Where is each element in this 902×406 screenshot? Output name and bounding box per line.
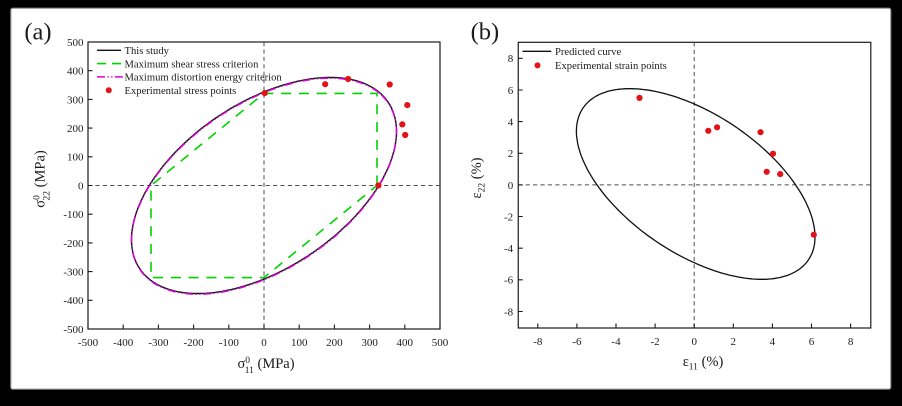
svg-text:(b): (b)	[471, 18, 500, 45]
svg-text:Predicted curve: Predicted curve	[555, 47, 621, 58]
svg-text:-6: -6	[504, 275, 514, 287]
svg-text:500: 500	[432, 337, 449, 349]
svg-text:0: 0	[261, 337, 267, 349]
svg-text:-8: -8	[533, 336, 543, 348]
svg-text:Maximum shear stress criterion: Maximum shear stress criterion	[125, 59, 260, 70]
svg-text:-400: -400	[113, 337, 134, 349]
svg-text:-4: -4	[611, 336, 621, 348]
svg-text:0: 0	[78, 180, 84, 192]
svg-text:6: 6	[508, 85, 514, 97]
svg-text:Maximum distortion energy crit: Maximum distortion energy criterion	[125, 73, 283, 84]
svg-text:-300: -300	[63, 267, 84, 279]
svg-text:4: 4	[508, 117, 514, 129]
svg-text:Experimental stress points: Experimental stress points	[125, 86, 237, 97]
svg-text:300: 300	[361, 337, 378, 349]
svg-text:100: 100	[67, 152, 84, 164]
svg-text:300: 300	[67, 94, 84, 106]
svg-text:400: 400	[67, 66, 84, 78]
svg-text:-100: -100	[219, 337, 240, 349]
svg-text:500: 500	[67, 37, 84, 49]
svg-text:-500: -500	[78, 337, 99, 349]
svg-text:8: 8	[508, 53, 514, 65]
svg-text:4: 4	[770, 336, 776, 348]
svg-text:-500: -500	[63, 324, 84, 336]
svg-text:2: 2	[731, 336, 737, 348]
svg-text:-400: -400	[63, 295, 84, 307]
svg-text:-300: -300	[148, 337, 169, 349]
svg-text:-200: -200	[184, 337, 205, 349]
svg-text:-2: -2	[651, 336, 660, 348]
svg-text:2: 2	[508, 148, 514, 160]
svg-text:-4: -4	[504, 243, 514, 255]
svg-text:0: 0	[508, 180, 514, 192]
svg-text:Experimental strain points: Experimental strain points	[555, 61, 667, 72]
svg-text:This study: This study	[125, 46, 170, 57]
svg-text:400: 400	[397, 337, 414, 349]
svg-text:100: 100	[291, 337, 308, 349]
svg-text:-100: -100	[63, 209, 84, 221]
svg-text:200: 200	[326, 337, 343, 349]
svg-text:-200: -200	[63, 238, 84, 250]
svg-text:0: 0	[691, 336, 697, 348]
svg-text:-6: -6	[572, 336, 582, 348]
svg-text:-2: -2	[504, 211, 513, 223]
svg-text:6: 6	[809, 336, 815, 348]
svg-text:8: 8	[848, 336, 854, 348]
svg-text:-8: -8	[504, 306, 514, 318]
svg-text:200: 200	[67, 123, 84, 135]
svg-text:(a): (a)	[24, 18, 51, 45]
